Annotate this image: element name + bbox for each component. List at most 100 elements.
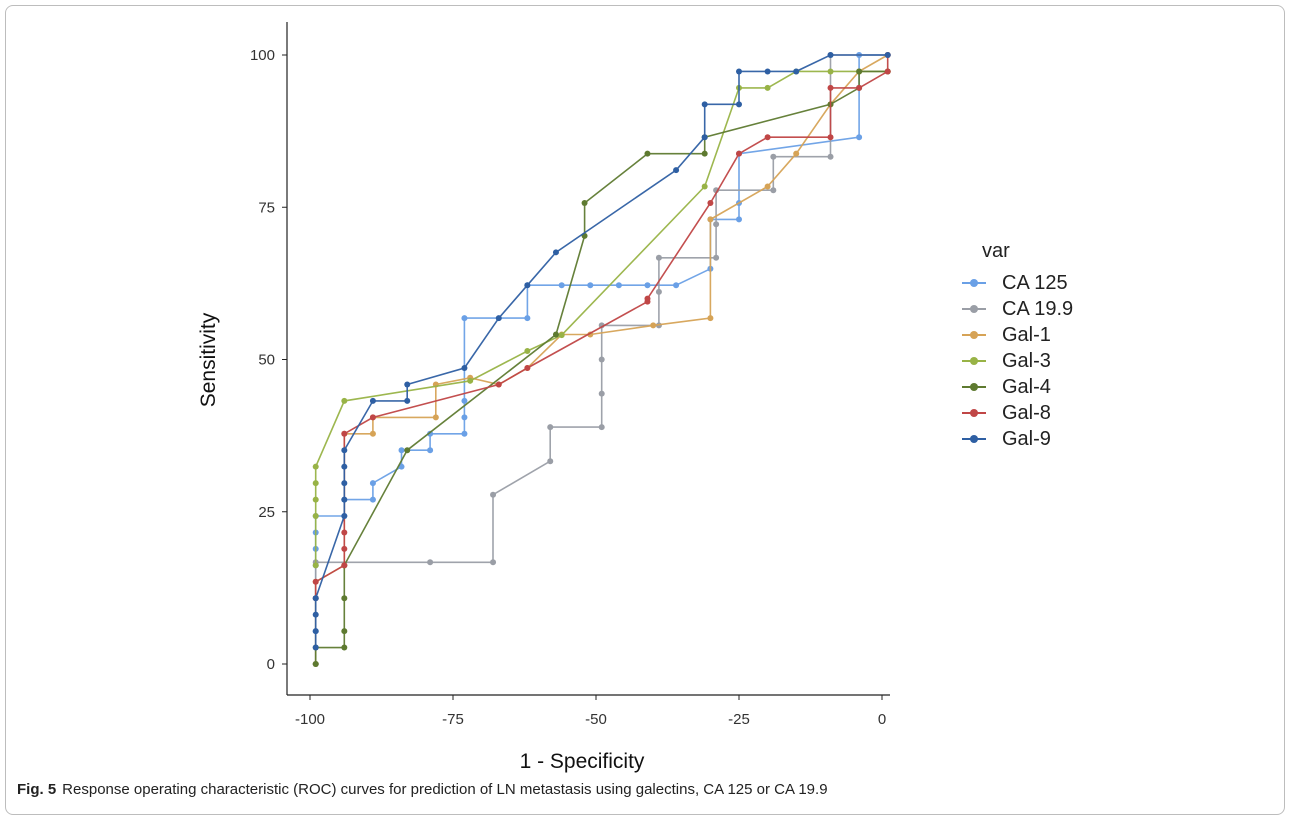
data-point: [312, 513, 319, 520]
data-point: [312, 496, 319, 503]
data-point: [827, 153, 834, 160]
legend-item: Gal-9: [960, 426, 1073, 452]
data-point: [764, 134, 771, 141]
data-point: [827, 84, 834, 91]
data-point: [598, 356, 605, 363]
data-point: [495, 315, 502, 322]
legend-key-icon: [960, 374, 988, 400]
x-axis-title: 1 - Specificity: [520, 750, 645, 773]
series-layer: [312, 52, 891, 667]
data-point: [827, 134, 834, 141]
y-axis-title: Sensitivity: [197, 312, 220, 407]
data-point: [341, 562, 348, 569]
data-point: [884, 68, 891, 75]
data-point: [369, 430, 376, 437]
data-point: [312, 611, 319, 618]
legend-key-icon: [960, 322, 988, 348]
data-point: [713, 221, 720, 228]
data-point: [312, 578, 319, 585]
data-point: [490, 559, 497, 566]
axes: 0 25 50 75 100 -100 -75 -50 -25 0: [250, 22, 890, 728]
x-tick-label: 0: [878, 711, 886, 728]
data-point: [856, 68, 863, 75]
data-point: [341, 463, 348, 470]
data-point: [490, 491, 497, 498]
data-point: [598, 390, 605, 397]
figure-frame: [5, 5, 1285, 815]
data-point: [547, 424, 554, 431]
data-point: [312, 644, 319, 651]
data-point: [644, 282, 651, 289]
x-tick-label: -75: [442, 711, 464, 728]
data-point: [341, 529, 348, 536]
y-tick-label: 0: [267, 656, 275, 673]
data-point: [524, 365, 531, 372]
data-point: [598, 424, 605, 431]
legend-key-icon: [960, 400, 988, 426]
data-point: [701, 101, 708, 108]
data-point: [461, 315, 468, 322]
data-point: [524, 282, 531, 289]
legend-item: Gal-1: [960, 322, 1073, 348]
data-point: [713, 254, 720, 261]
legend-label: Gal-4: [1002, 375, 1051, 398]
data-point: [673, 282, 680, 289]
data-point: [827, 68, 834, 75]
y-tick-label: 25: [258, 504, 275, 521]
data-point: [558, 332, 565, 339]
data-point: [312, 562, 319, 569]
data-point: [764, 183, 771, 190]
legend-item: CA 19.9: [960, 296, 1073, 322]
series-line: [314, 54, 888, 664]
data-point: [793, 150, 800, 157]
data-point: [312, 595, 319, 602]
figure-caption: Fig. 5 Response operating characteristic …: [17, 781, 828, 798]
data-point: [312, 628, 319, 635]
data-point: [398, 447, 405, 454]
data-point: [736, 68, 742, 75]
legend-label: Gal-8: [1002, 401, 1051, 424]
data-point: [341, 430, 348, 437]
series-line: [314, 55, 889, 599]
legend-item: CA 125: [960, 270, 1073, 296]
data-point: [644, 150, 651, 157]
data-point: [312, 480, 319, 487]
x-tick-label: -25: [728, 711, 750, 728]
data-point: [701, 134, 708, 141]
data-point: [369, 480, 376, 487]
y-tick-label: 50: [258, 352, 275, 369]
data-point: [770, 153, 777, 160]
caption-label: Fig. 5: [17, 781, 57, 798]
legend-key-icon: [960, 296, 988, 322]
legend-item: Gal-8: [960, 400, 1073, 426]
data-point: [404, 447, 411, 454]
data-point: [736, 150, 742, 157]
data-point: [341, 513, 348, 520]
data-point: [341, 644, 348, 651]
data-point: [558, 282, 565, 289]
data-point: [547, 458, 554, 465]
data-point: [427, 430, 434, 437]
data-point: [764, 68, 771, 75]
data-point: [707, 216, 714, 223]
legend-label: CA 19.9: [1002, 297, 1074, 320]
data-point: [398, 463, 405, 470]
data-point: [650, 322, 657, 329]
legend-label: Gal-1: [1002, 323, 1051, 346]
data-point: [524, 347, 531, 354]
data-point: [736, 216, 742, 223]
legend-label: Gal-9: [1002, 427, 1051, 450]
data-point: [461, 414, 468, 421]
data-point: [341, 628, 348, 635]
data-point: [581, 199, 588, 206]
y-tick-label: 75: [258, 199, 275, 216]
data-point: [770, 187, 777, 194]
data-point: [701, 150, 708, 157]
data-point: [827, 52, 834, 58]
legend: var CA 125 CA 19.9 Gal-1 Gal-3 Gal-4 Gal-8 Gal…: [960, 240, 1073, 452]
data-point: [341, 496, 348, 503]
data-point: [427, 447, 434, 454]
data-point: [552, 331, 559, 338]
legend-label: Gal-3: [1002, 349, 1051, 372]
